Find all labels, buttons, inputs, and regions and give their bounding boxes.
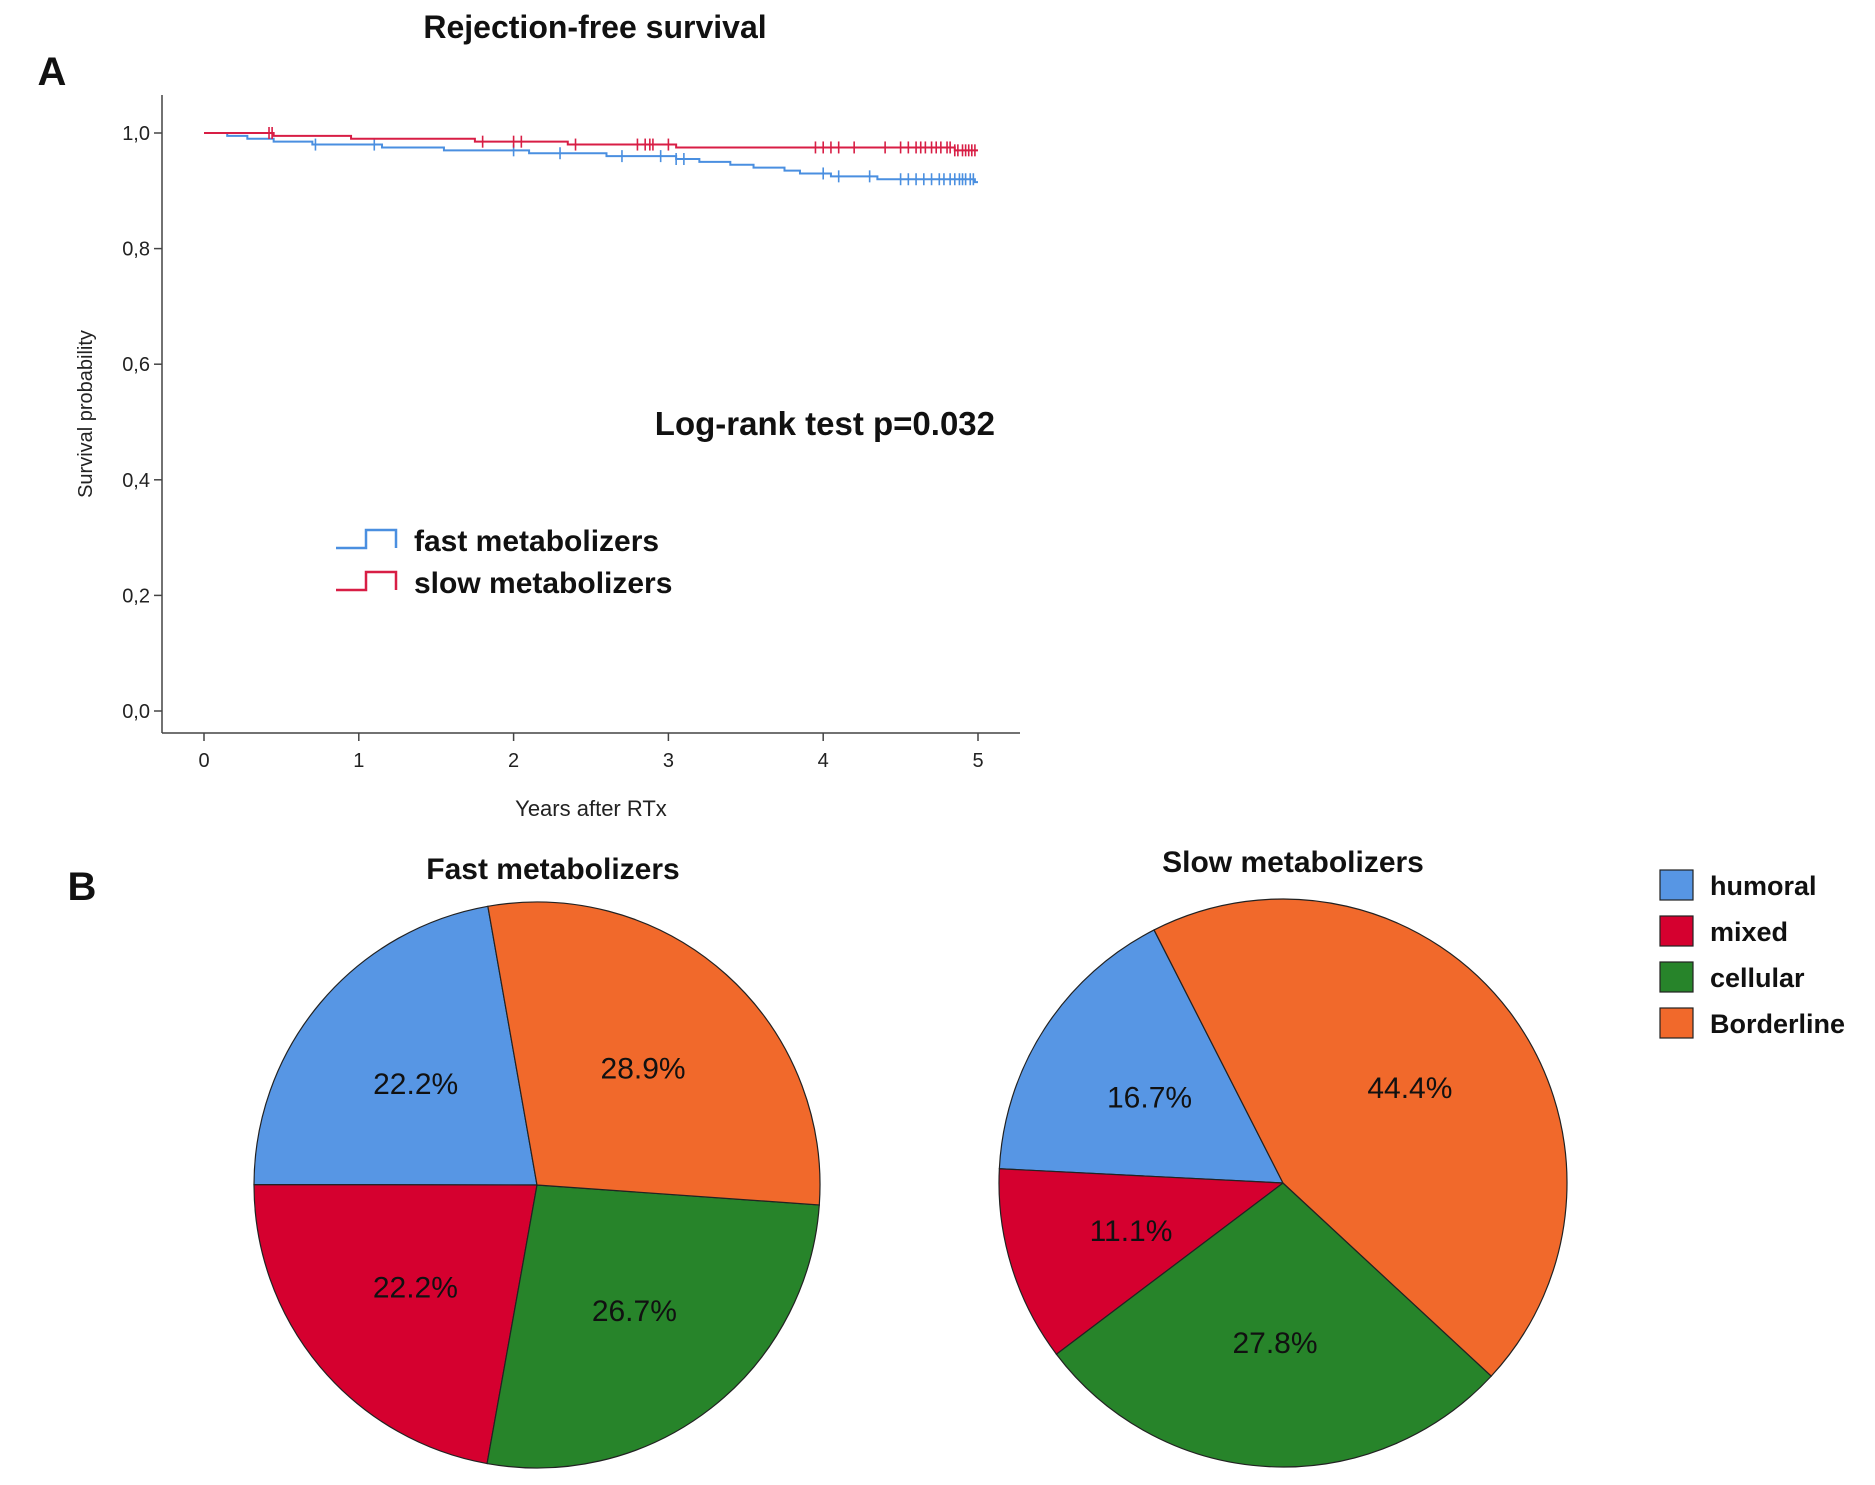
y-ticks: 0,0 0,2 0,4 0,6 0,8 1,0: [122, 123, 162, 723]
pie-slice-borderline: [1153, 898, 1568, 1377]
y-tick-label: 0,2: [122, 585, 150, 607]
pie-data-label: 27.8%: [1232, 1327, 1317, 1360]
legend-swatch-fast: [336, 528, 398, 550]
legend-swatch-cellular: [1659, 961, 1694, 993]
pie-slice-cellular: [1055, 1182, 1493, 1468]
x-tick-label: 3: [663, 750, 674, 772]
x-ticks: 0 1 2 3 4 5: [198, 733, 984, 772]
pie-legend: humoral mixed cellular Borderline: [1659, 869, 1845, 1039]
x-tick-label: 5: [972, 750, 983, 772]
legend-swatch-humoral: [1659, 869, 1694, 901]
pie-slice-mixed: [253, 1183, 538, 1465]
km-curve-slow: [204, 132, 978, 152]
x-tick-label: 1: [353, 750, 364, 772]
pie-slice-cellular: [486, 1184, 820, 1469]
pie-data-label: 16.7%: [1107, 1082, 1192, 1115]
pie-data-label: 44.4%: [1367, 1072, 1452, 1105]
km-chart: 0,0 0,2 0,4 0,6 0,8 1,0 0 1 2 3 4 5 Survival proba…: [75, 95, 1020, 821]
legend-label-humoral: humoral: [1710, 871, 1817, 901]
x-tick-label: 0: [198, 750, 209, 772]
pie-slice-mixed: [998, 1168, 1285, 1356]
x-axis-label: Years after RTx: [515, 796, 667, 821]
pie-data-label: 28.9%: [601, 1052, 686, 1085]
pie-data-label: 26.7%: [592, 1295, 677, 1328]
km-title: Rejection-free survival: [423, 9, 766, 45]
pie-fast-title: Fast metabolizers: [426, 853, 679, 886]
pie-data-label: 22.2%: [373, 1272, 458, 1305]
pie-slice-humoral: [998, 929, 1285, 1184]
legend-swatch-slow: [336, 570, 398, 592]
y-tick-label: 1,0: [122, 123, 150, 145]
x-tick-label: 2: [508, 750, 519, 772]
pie-slice-borderline: [487, 901, 821, 1206]
panel-letter-a: A: [38, 50, 67, 94]
y-tick-label: 0,8: [122, 239, 150, 261]
y-tick-label: 0,0: [122, 701, 150, 723]
legend-label-borderline: Borderline: [1710, 1009, 1845, 1039]
km-series: [204, 127, 978, 186]
log-rank-annotation: Log-rank test p=0.032: [655, 405, 995, 442]
legend-label-cellular: cellular: [1710, 963, 1805, 993]
legend-label-mixed: mixed: [1710, 917, 1788, 947]
y-tick-label: 0,6: [122, 354, 150, 376]
pie-data-label: 22.2%: [373, 1068, 458, 1101]
pie-fast: 22.2% 22.2% 26.7% 28.9%: [253, 901, 821, 1469]
pie-slice-humoral: [253, 905, 538, 1186]
pie-slow: 16.7% 11.1% 27.8% 44.4%: [998, 898, 1568, 1468]
legend-swatch-mixed: [1659, 915, 1694, 947]
legend-label-fast: fast metabolizers: [414, 525, 659, 558]
legend-label-slow: slow metabolizers: [414, 567, 672, 600]
km-curve-fast: [204, 132, 978, 184]
x-tick-label: 4: [818, 750, 829, 772]
panel-letter-b: B: [68, 865, 97, 909]
pie-data-label: 11.1%: [1090, 1215, 1173, 1248]
legend-swatch-borderline: [1659, 1007, 1694, 1039]
y-axis-label: Survival probability: [75, 330, 97, 498]
pie-slow-title: Slow metabolizers: [1162, 846, 1424, 879]
y-tick-label: 0,4: [122, 470, 150, 492]
km-legend: fast metabolizers slow metabolizers: [336, 525, 672, 600]
